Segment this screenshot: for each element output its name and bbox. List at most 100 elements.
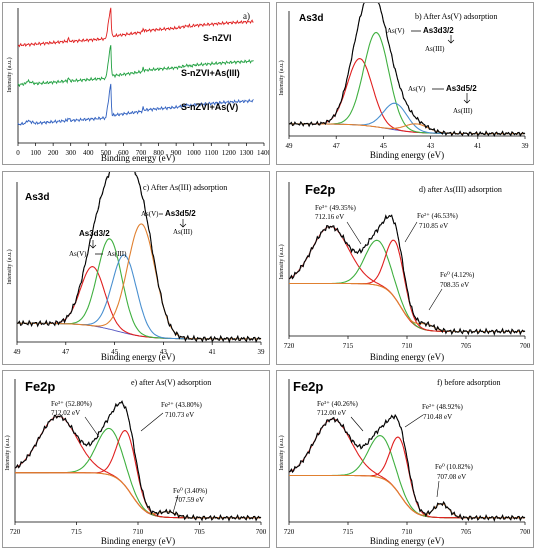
panel-f-label: f) before adsorption (437, 378, 501, 387)
anno-b-arrow-2 (432, 88, 471, 104)
x-tick-label: 720 (284, 342, 295, 350)
component-peak (17, 254, 261, 340)
x-tick-label: 39 (522, 142, 530, 150)
series-label-s-nzvi-as-v: S-nZVI+As(V) (181, 102, 238, 112)
panel-c-chart: As3d c) After As(III) adsorption Intensi… (6, 154, 265, 362)
peak-f-fe2-energy: 710.48 eV (423, 413, 452, 421)
panel-a-ticks: 0 100 200 300 400 500 600 700 800 900 1000 1100 1200… (16, 143, 272, 157)
x-tick-label: 1400 (257, 149, 269, 157)
x-tick-label: 720 (284, 528, 295, 536)
panel-e-label: e) after As(V) adsorption (131, 378, 211, 387)
panel-e-ticks: 720 715 710 705 700 (10, 522, 267, 536)
x-tick-label: 705 (461, 528, 472, 536)
panel-e: Fe2p e) after As(V) adsorption Intensity… (2, 370, 270, 548)
raw-spectrum (288, 413, 526, 522)
x-tick-label: 49 (14, 348, 22, 356)
panel-c-title: As3d (25, 192, 49, 203)
panel-c-xlabel: Binding energy (eV) (101, 352, 175, 362)
x-tick-label: 700 (136, 149, 147, 157)
panel-f: Fe2p f) before adsorption Intensity (a.u… (276, 370, 534, 548)
x-tick-label: 100 (30, 149, 41, 157)
x-tick-label: 1200 (222, 149, 237, 157)
x-tick-label: 500 (101, 149, 112, 157)
panel-a-series (17, 7, 254, 126)
peak-e-fe2-energy: 710.73 eV (165, 411, 194, 419)
panel-e-ylabel: Intensity (a.u.) (4, 435, 11, 470)
x-tick-label: 600 (118, 149, 129, 157)
peak-d-fe2-energy: 710.85 eV (419, 222, 448, 230)
peak-f-fe0-species: Fe⁰ (10.82%) (435, 463, 473, 471)
x-tick-label: 1300 (239, 149, 254, 157)
series-line (17, 83, 254, 126)
panel-c-ticks: 49 47 45 43 41 39 (14, 342, 265, 356)
panel-b-chart: As3d b) After As(V) adsorption Intensity… (278, 0, 530, 160)
panel-f-ticks: 720 715 710 705 700 (284, 522, 531, 536)
peak-d-fe0-energy: 708.35 eV (440, 281, 469, 289)
background-line (15, 472, 261, 519)
series-label-s-nzvi: S-nZVI (203, 33, 232, 43)
anno-b-as3d32: As3d3/2 (423, 26, 454, 35)
x-tick-label: 47 (333, 142, 341, 150)
panel-c-curves (16, 154, 262, 344)
panel-b-label: b) After As(V) adsorption (415, 12, 497, 21)
x-tick-label: 700 (256, 528, 267, 536)
x-tick-label: 700 (520, 528, 531, 536)
x-tick-label: 1000 (187, 149, 202, 157)
component-peak (17, 223, 261, 340)
peak-d-fe0-species: Fe⁰ (4.12%) (440, 271, 475, 279)
x-tick-label: 700 (520, 342, 531, 350)
panel-b-title: As3d (299, 13, 323, 24)
x-tick-label: 0 (16, 149, 20, 157)
peak-e-fe2-species: Fe²⁺ (43.80%) (161, 401, 202, 409)
panel-c-ylabel: Intensity (a.u.) (6, 249, 13, 284)
anno-c-arrows (89, 213, 187, 255)
peak-f-fe3-species: Fe³⁺ (40.26%) (317, 400, 358, 408)
peak-d-fe3-energy: 712.16 eV (315, 213, 344, 221)
panel-b-ticks: 49 47 45 43 41 39 (286, 136, 530, 150)
anno-c-asv-1: As(V) (141, 210, 159, 218)
panel-e-curves (14, 400, 262, 522)
peak-e-fe3-energy: 712.02 eV (51, 409, 80, 417)
series-line (17, 45, 254, 88)
anno-c-asv-2: As(V) (69, 250, 87, 258)
peak-f-fe3-energy: 712.00 eV (317, 409, 346, 417)
peak-e-fe0-species: Fe⁰ (3.40%) (173, 487, 208, 495)
x-tick-label: 49 (286, 142, 294, 150)
anno-c-as3d32: As3d3/2 (79, 229, 110, 238)
x-tick-label: 41 (474, 142, 482, 150)
panel-d-ticks: 720 715 710 705 700 (284, 336, 531, 350)
anno-b-asv-2: As(V) (408, 85, 426, 93)
x-tick-label: 710 (402, 528, 413, 536)
panel-b-xlabel: Binding energy (eV) (370, 150, 444, 160)
series-line (18, 7, 254, 48)
panel-e-xlabel: Binding energy (eV) (101, 536, 175, 546)
panel-f-title: Fe2p (293, 379, 323, 394)
component-peak (288, 418, 525, 519)
component-peak (289, 123, 525, 135)
panel-e-chart: Fe2p e) after As(V) adsorption Intensity… (4, 378, 267, 546)
panel-f-chart: Fe2p f) before adsorption Intensity (a.u… (278, 378, 531, 546)
panel-d-curves (288, 214, 526, 336)
x-tick-label: 715 (71, 528, 82, 536)
x-tick-label: 43 (427, 142, 435, 150)
peak-f-fe2-species: Fe²⁺ (48.92%) (422, 403, 463, 411)
component-peak (15, 472, 261, 519)
fit-envelope (17, 156, 261, 340)
series-label-s-nzvi-as-iii: S-nZVI+As(III) (181, 68, 240, 78)
panel-f-ylabel: Intensity (a.u.) (278, 435, 285, 470)
panel-b: As3d b) After As(V) adsorption Intensity… (276, 0, 534, 165)
x-tick-label: 300 (65, 149, 76, 157)
panel-d-chart: Fe2p d) after As(III) adsorption Intensi… (278, 182, 531, 362)
panel-b-ylabel: Intensity (a.u.) (278, 60, 285, 95)
anno-b-as3d52: As3d5/2 (446, 84, 477, 93)
background-line (289, 475, 525, 519)
peak-e-leaders (84, 412, 179, 514)
anno-c-asiii-1: As(III) (173, 228, 193, 236)
peak-e-fe3-species: Fe³⁺ (52.80%) (51, 400, 92, 408)
panel-d-label: d) after As(III) adsorption (419, 185, 502, 194)
x-tick-label: 710 (133, 528, 144, 536)
x-tick-label: 720 (10, 528, 21, 536)
anno-b-asiii-1: As(III) (425, 45, 445, 53)
x-tick-label: 800 (153, 149, 164, 157)
panel-c: As3d c) After As(III) adsorption Intensi… (2, 154, 270, 365)
